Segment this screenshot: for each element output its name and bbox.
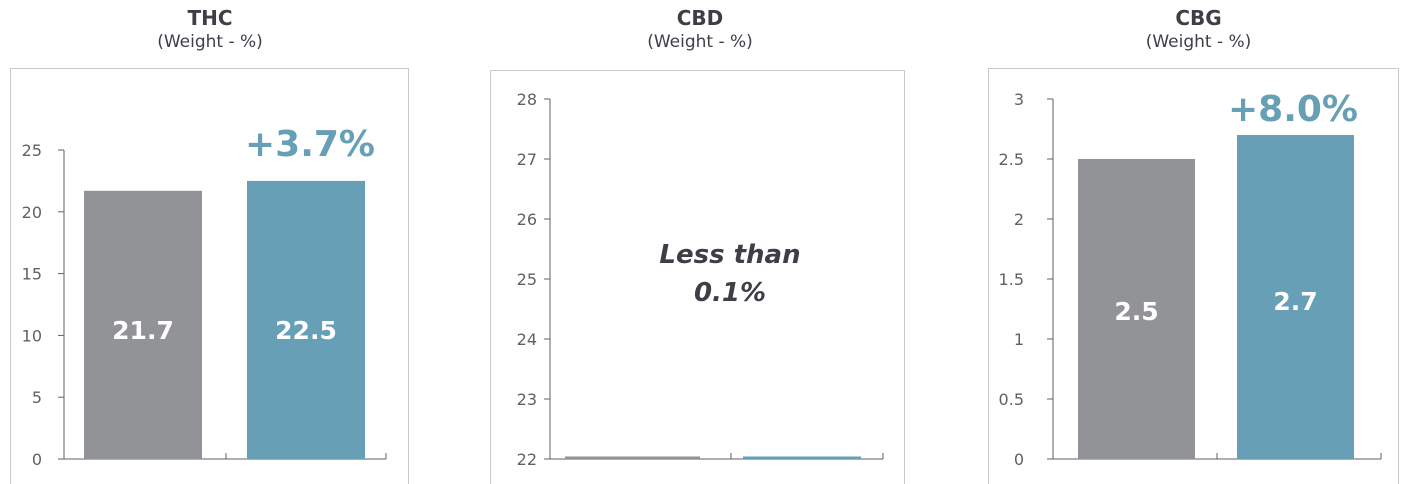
chart-panel-thc: THC (Weight - %) 0 5 10 15 20 25 21.7 22.5 +3.7% [0,0,420,484]
y-tick-label: 23 [517,390,537,409]
y-tick-label: 15 [22,265,42,284]
chart-plot-cbg: 0 0.5 1 1.5 2 2.5 3 2.5 2.7 +8.0% [999,89,1382,469]
annotation-line-2: 0.1% [693,278,767,308]
bar-value-label: 22.5 [275,316,337,345]
bar-baseline [1078,159,1195,459]
y-tick-label: 10 [22,326,42,345]
bar-value-label: 2.5 [1114,297,1158,326]
chart-plot-cbd: 22 23 24 25 26 27 28 [517,90,884,469]
chart-title-block: THC (Weight - %) [0,6,420,52]
y-tick-label: 0 [32,450,42,469]
chart-frame [10,68,409,484]
chart-panel-cbg: CBG (Weight - %) 0 0.5 1 1.5 2 2.5 3 2.5 2.7 +8.0… [988,0,1409,484]
bar-value-label: 21.7 [112,316,174,345]
y-tick-label: 25 [22,141,42,160]
percent-change-label: +8.0% [1228,89,1358,130]
chart-subtitle: (Weight - %) [157,32,263,52]
bar-value-label: 2.7 [1273,287,1317,316]
bar-improved [247,180,365,459]
chart-frame [490,70,905,484]
chart-frame [988,68,1399,484]
chart-subtitle: (Weight - %) [647,32,753,52]
bar-improved [1237,135,1354,459]
y-tick-label: 26 [517,210,537,229]
y-tick-label: 22 [517,450,537,469]
chart-panel-cbd: CBD (Weight - %) 22 23 24 25 26 27 28 Less tha… [490,0,910,484]
chart-title: CBG [1175,6,1222,30]
y-tick-label: 0.5 [999,390,1024,409]
chart-title: THC [187,6,233,30]
y-tick-label: 5 [32,388,42,407]
y-tick-label: 24 [517,330,537,349]
chart-annotation: Less than 0.1% [640,236,820,312]
bar-baseline [84,190,202,459]
y-tick-label: 28 [517,90,537,109]
y-tick-label: 20 [22,203,42,222]
chart-plot-thc: 0 5 10 15 20 25 21.7 22.5 +3.7% [22,124,387,469]
chart-title-block: CBG (Weight - %) [988,6,1409,52]
y-tick-label: 25 [517,270,537,289]
chart-title-block: CBD (Weight - %) [490,6,910,52]
bar-improved [743,456,861,459]
y-tick-label: 1 [1014,330,1024,349]
y-tick-label: 27 [517,150,537,169]
annotation-line-1: Less than [659,240,801,270]
chart-title: CBD [676,6,724,30]
chart-subtitle: (Weight - %) [1145,32,1252,52]
percent-change-label: +3.7% [245,124,375,165]
y-tick-label: 0 [1014,450,1024,469]
y-tick-label: 3 [1014,90,1024,109]
y-tick-label: 2.5 [999,150,1024,169]
y-tick-label: 2 [1014,210,1024,229]
bar-baseline [565,456,700,459]
y-tick-label: 1.5 [999,270,1024,289]
